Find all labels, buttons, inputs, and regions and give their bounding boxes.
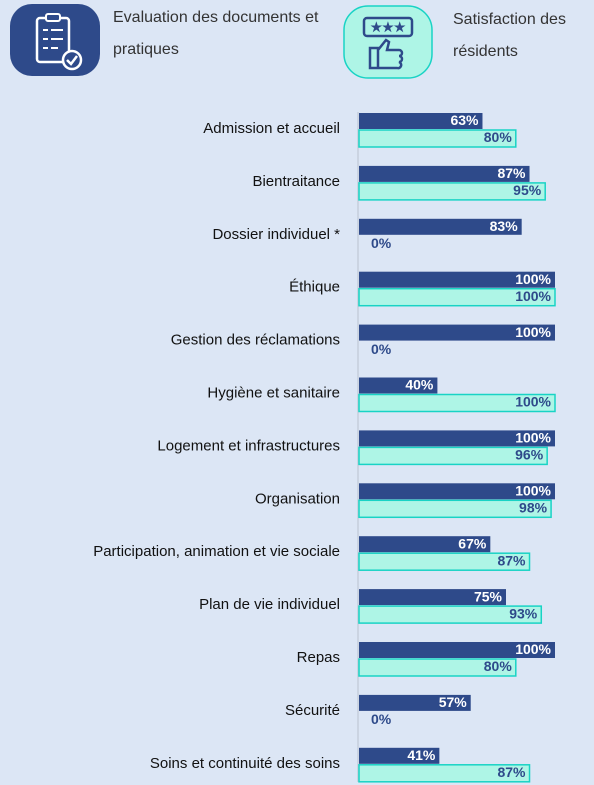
bar — [358, 129, 517, 148]
y-tick-label: Soins et continuité des soins — [150, 755, 340, 772]
data-label: 63% — [450, 112, 479, 128]
data-label: 100% — [515, 430, 551, 446]
bar — [358, 764, 531, 783]
data-label: 80% — [484, 658, 513, 674]
bar — [358, 499, 552, 519]
svg-text:★★★: ★★★ — [371, 19, 406, 34]
data-label: 95% — [513, 182, 542, 198]
data-label: 0% — [371, 235, 392, 251]
bar — [359, 271, 555, 288]
y-tick-label: Bientraitance — [252, 173, 340, 190]
bar — [359, 642, 555, 658]
data-label: 40% — [405, 377, 434, 393]
data-label: 57% — [439, 694, 468, 710]
y-tick-label: Organisation — [255, 490, 340, 507]
data-label: 100% — [515, 483, 551, 499]
bar — [359, 747, 440, 764]
bar — [359, 165, 530, 182]
bar — [359, 694, 471, 711]
bar — [358, 446, 548, 466]
bar — [358, 552, 531, 571]
data-label: 100% — [515, 641, 551, 657]
data-label: 75% — [474, 588, 503, 604]
legend-icon-evaluation — [10, 4, 100, 76]
y-tick-label: Éthique — [289, 279, 340, 296]
y-tick-label: Participation, animation et vie sociale — [93, 543, 340, 560]
legend-label: Satisfaction des résidents — [453, 11, 566, 60]
bar — [359, 483, 555, 500]
data-label: 100% — [515, 324, 551, 340]
data-label: 100% — [515, 271, 551, 287]
y-tick-label: Hygiène et sanitaire — [207, 384, 340, 401]
y-tick-label: Dossier individuel * — [212, 226, 340, 243]
data-label: 0% — [371, 711, 392, 727]
data-label: 93% — [509, 605, 538, 621]
legend-label: Evaluation des documents et pratiques — [113, 9, 319, 58]
bar — [358, 287, 556, 307]
legend-icon-satisfaction: ★★★ — [343, 5, 433, 79]
bar — [359, 536, 491, 553]
bar — [359, 430, 555, 447]
y-tick-label: Sécurité — [285, 702, 340, 719]
data-label: 98% — [519, 500, 548, 516]
data-label: 100% — [515, 288, 551, 304]
data-label: 83% — [490, 218, 519, 234]
bar — [358, 182, 546, 201]
bar — [358, 393, 556, 413]
bar — [359, 324, 555, 341]
bar — [359, 589, 506, 606]
bar — [359, 218, 522, 235]
data-label: 96% — [515, 447, 544, 463]
y-tick-label: Logement et infrastructures — [157, 437, 340, 454]
bar — [359, 377, 438, 394]
data-label: 80% — [484, 129, 513, 145]
y-tick-label: Gestion des réclamations — [171, 332, 340, 349]
bar — [358, 658, 517, 677]
data-label: 0% — [371, 341, 392, 357]
data-label: 41% — [407, 747, 436, 763]
data-label: 87% — [497, 165, 526, 181]
y-tick-label: Repas — [297, 649, 340, 666]
data-label: 87% — [497, 764, 526, 780]
bar — [358, 605, 543, 624]
y-tick-label: Admission et accueil — [203, 120, 340, 137]
data-label: 100% — [515, 394, 551, 410]
bar — [359, 113, 483, 129]
data-label: 67% — [458, 535, 487, 551]
y-tick-label: Plan de vie individuel — [199, 596, 340, 613]
data-label: 87% — [497, 552, 526, 568]
